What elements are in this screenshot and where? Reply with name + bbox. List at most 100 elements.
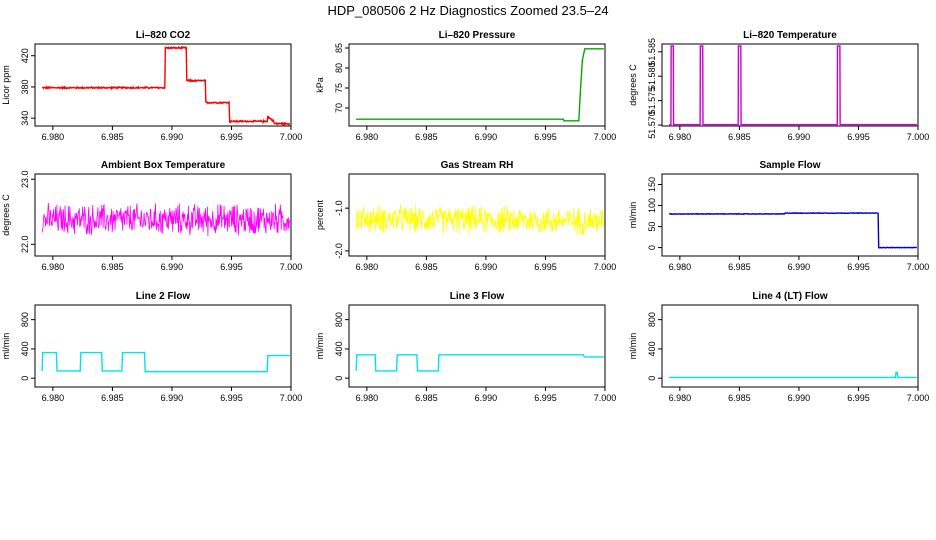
- x-tick-label: 6.980: [356, 262, 379, 272]
- y-tick-label: 400: [647, 341, 657, 356]
- plot-frame: [348, 173, 606, 257]
- x-tick-label: 6.980: [356, 393, 379, 403]
- x-tick-label: 6.995: [847, 393, 870, 403]
- y-tick-label: 800: [20, 312, 30, 327]
- series-line-li-820-temperature: [669, 45, 917, 126]
- y-tick-label: 50: [647, 222, 657, 232]
- x-tick-label: 7.000: [280, 132, 303, 142]
- x-tick-label: 6.990: [161, 393, 184, 403]
- panel-title: Ambient Box Temperature: [101, 160, 226, 171]
- panel-title: Line 2 Flow: [136, 291, 191, 302]
- y-axis-label: Licor ppm: [1, 65, 11, 105]
- y-tick-label: 0: [647, 376, 657, 381]
- y-tick-label: 23.0: [20, 170, 30, 188]
- plot-frame: [661, 43, 919, 127]
- x-tick-label: 7.000: [907, 132, 930, 142]
- x-tick-label: 7.000: [907, 262, 930, 272]
- panel-ambient-box-temperature: Ambient Box Temperature 6.980 6.985 6.990 6.…: [1, 160, 302, 272]
- y-tick-label: 400: [334, 341, 344, 356]
- x-tick-label: 7.000: [594, 393, 617, 403]
- x-tick-label: 6.995: [847, 132, 870, 142]
- y-tick-label: 51.585: [647, 38, 657, 66]
- y-tick-label: 400: [20, 341, 30, 356]
- y-tick-label: 0: [334, 376, 344, 381]
- y-axis-label: kPa: [315, 77, 325, 93]
- series-line-sample-flow: [668, 211, 918, 249]
- y-axis-label: ml/min: [628, 333, 638, 360]
- x-tick-label: 6.995: [534, 262, 557, 272]
- y-tick-label: 380: [20, 79, 30, 94]
- panel-li-820-temperature: Li–820 Temperature 6.980 6.985 6.990 6.995 7.…: [628, 30, 929, 142]
- x-tick-label: 6.990: [788, 132, 811, 142]
- y-tick-label: 70: [334, 103, 344, 113]
- x-tick-label: 6.990: [788, 393, 811, 403]
- plot-frame: [34, 173, 292, 257]
- panel-title: Sample Flow: [759, 160, 820, 171]
- series-line-ambient-box-temperature: [41, 203, 291, 236]
- y-axis-label: ml/min: [628, 202, 638, 229]
- x-tick-label: 6.985: [101, 262, 124, 272]
- y-tick-label: 420: [20, 48, 30, 63]
- y-tick-label: 51.570: [647, 111, 657, 139]
- panel-li-820-pressure: Li–820 Pressure 6.980 6.985 6.990 6.995 7.000…: [315, 30, 616, 142]
- plot-frame: [348, 43, 606, 127]
- panel-sample-flow: Sample Flow 6.980 6.985 6.990 6.995 7.000 0 50 1…: [628, 160, 929, 272]
- x-tick-label: 7.000: [907, 393, 930, 403]
- x-tick-label: 6.980: [669, 393, 692, 403]
- panel-li-820-co2: Li–820 CO2 6.980 6.985 6.990 6.995 7.000 340 38…: [1, 30, 302, 142]
- y-tick-label: 100: [647, 198, 657, 213]
- x-tick-label: 6.980: [42, 393, 65, 403]
- series-line-line-4-lt-flow: [669, 371, 917, 379]
- x-tick-label: 6.990: [161, 132, 184, 142]
- panel-title: Li–820 CO2: [136, 30, 191, 41]
- y-tick-label: 150: [647, 177, 657, 192]
- plot-frame: [348, 304, 606, 388]
- x-tick-label: 6.995: [220, 393, 243, 403]
- plot-frame: [34, 304, 292, 388]
- x-tick-label: 6.980: [669, 262, 692, 272]
- panel-gas-stream-rh: Gas Stream RH 6.980 6.985 6.990 6.995 7.000 -2…: [315, 160, 616, 272]
- x-tick-label: 7.000: [280, 262, 303, 272]
- y-tick-label: 800: [647, 312, 657, 327]
- x-tick-label: 6.995: [534, 393, 557, 403]
- x-tick-label: 6.995: [220, 262, 243, 272]
- y-tick-label: 51.580: [647, 62, 657, 90]
- panel-title: Line 3 Flow: [450, 291, 505, 302]
- y-tick-label: 51.575: [647, 87, 657, 115]
- x-tick-label: 7.000: [280, 393, 303, 403]
- y-tick-label: 75: [334, 83, 344, 93]
- plot-frame: [661, 173, 919, 257]
- y-axis-label: percent: [315, 199, 325, 230]
- y-tick-label: 22.0: [20, 236, 30, 254]
- y-axis-label: ml/min: [315, 333, 325, 360]
- y-axis-label: ml/min: [1, 333, 11, 360]
- y-tick-label: -2.0: [334, 243, 344, 259]
- y-tick-label: 800: [334, 312, 344, 327]
- y-tick-label: 85: [334, 43, 344, 53]
- y-axis-label: degrees C: [1, 194, 11, 236]
- panel-title: Li–820 Pressure: [439, 30, 516, 41]
- x-tick-label: 6.990: [475, 132, 498, 142]
- x-tick-label: 6.980: [42, 132, 65, 142]
- y-axis-label: degrees C: [628, 64, 638, 106]
- x-tick-label: 6.995: [847, 262, 870, 272]
- x-tick-label: 6.985: [728, 262, 751, 272]
- x-tick-label: 6.985: [728, 132, 751, 142]
- x-tick-label: 6.980: [42, 262, 65, 272]
- series-line-line-3-flow: [355, 354, 604, 372]
- series-line-gas-stream-rh: [355, 204, 605, 236]
- y-tick-label: 0: [20, 376, 30, 381]
- x-tick-label: 6.990: [161, 262, 184, 272]
- x-tick-label: 6.980: [356, 132, 379, 142]
- x-tick-label: 6.985: [728, 393, 751, 403]
- x-tick-label: 6.990: [475, 393, 498, 403]
- x-tick-label: 6.995: [534, 132, 557, 142]
- x-tick-label: 6.985: [415, 393, 438, 403]
- x-tick-label: 7.000: [594, 132, 617, 142]
- panel-title: Gas Stream RH: [441, 160, 514, 171]
- panel-grid: Li–820 CO2 6.980 6.985 6.990 6.995 7.000 340 38…: [1, 30, 929, 403]
- plot-frame: [661, 304, 919, 388]
- panel-title: Line 4 (LT) Flow: [752, 291, 828, 302]
- x-tick-label: 6.990: [475, 262, 498, 272]
